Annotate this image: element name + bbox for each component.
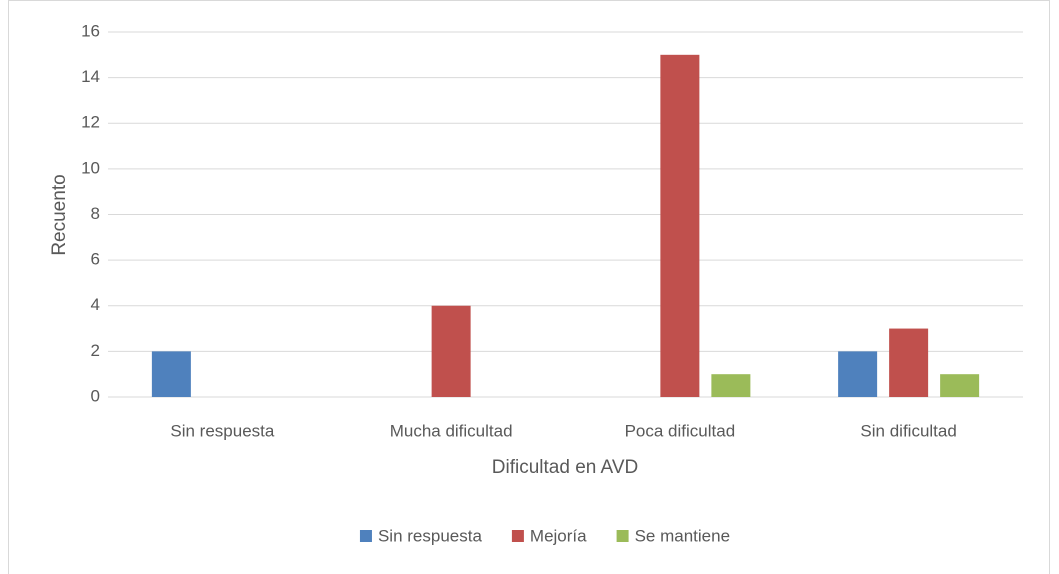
y-tick-label: 2 <box>91 341 100 360</box>
y-tick-label: 8 <box>91 204 100 223</box>
x-tick-label: Mucha dificultad <box>390 421 513 440</box>
x-tick-label: Sin respuesta <box>170 421 274 440</box>
y-tick-label: 14 <box>81 67 100 86</box>
legend-swatch <box>359 530 372 542</box>
y-tick-label: 16 <box>81 21 100 40</box>
y-tick-label: 4 <box>91 295 100 314</box>
x-tick-label: Poca dificultad <box>625 421 736 440</box>
bar <box>889 328 929 397</box>
bar <box>151 351 191 397</box>
legend-label: Se mantiene <box>635 526 730 545</box>
y-tick-label: 12 <box>81 113 100 132</box>
bar <box>940 374 980 397</box>
bar <box>660 54 700 397</box>
x-axis-title: Dificultad en AVD <box>492 457 638 478</box>
y-tick-label: 6 <box>91 250 100 269</box>
legend-swatch <box>511 530 524 542</box>
bar <box>431 305 471 397</box>
legend-label: Sin respuesta <box>378 526 482 545</box>
bar <box>838 351 878 397</box>
y-tick-label: 0 <box>91 386 100 405</box>
y-tick-label: 10 <box>81 158 100 177</box>
legend-label: Mejoría <box>530 526 587 545</box>
x-tick-label: Sin dificultad <box>860 421 956 440</box>
bar <box>711 374 751 397</box>
y-axis-title: Recuento <box>49 174 70 255</box>
legend-swatch <box>616 530 629 542</box>
chart-frame <box>8 0 1050 574</box>
